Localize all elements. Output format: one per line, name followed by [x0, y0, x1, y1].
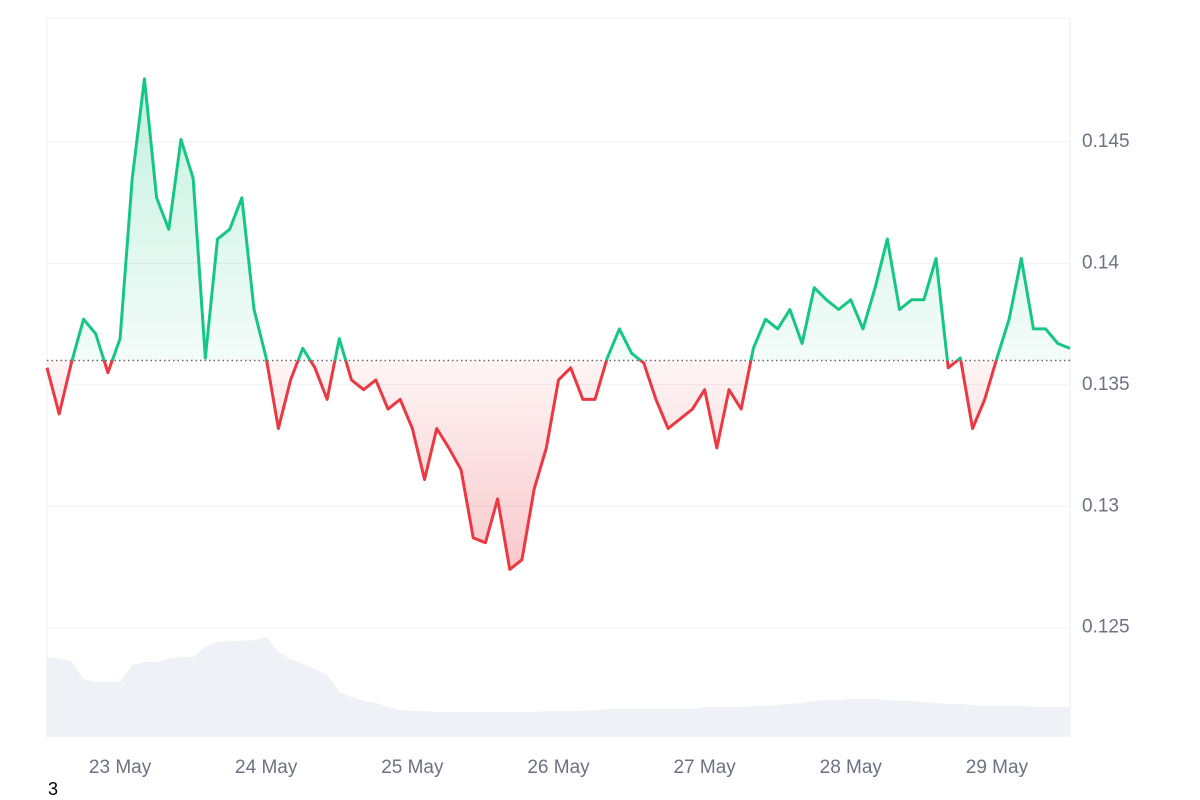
y-tick-label: 0.135 — [1082, 374, 1130, 395]
footnote: 3 — [48, 779, 58, 799]
x-tick-label: 27 May — [673, 757, 736, 778]
x-tick-label: 25 May — [381, 757, 444, 778]
y-tick-label: 0.125 — [1082, 617, 1130, 638]
price-area — [47, 78, 1070, 570]
x-tick-label: 29 May — [966, 757, 1029, 778]
y-tick-label: 0.14 — [1082, 252, 1119, 273]
x-tick-label: 28 May — [820, 757, 883, 778]
x-tick-label: 26 May — [527, 757, 590, 778]
volume-area — [47, 637, 1070, 737]
price-line — [45, 77, 1071, 571]
x-tick-label: 24 May — [235, 757, 298, 778]
y-tick-label: 0.13 — [1082, 495, 1119, 516]
y-tick-label: 0.145 — [1082, 131, 1130, 152]
x-tick-label: 23 May — [89, 757, 152, 778]
